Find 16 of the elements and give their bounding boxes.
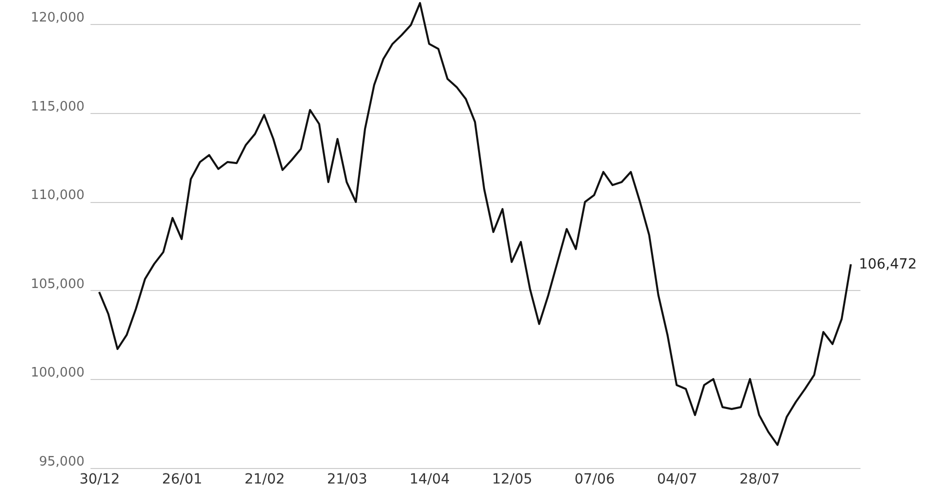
- x-tick-label: 07/06: [574, 472, 615, 488]
- x-tick-label: 30/12: [79, 472, 120, 488]
- y-tick-label: 115,000: [30, 99, 84, 114]
- y-tick-label: 95,000: [39, 454, 84, 470]
- x-tick-label: 04/07: [656, 472, 698, 488]
- data-label: 106,472: [858, 256, 917, 272]
- x-tick-label: 21/03: [326, 472, 368, 488]
- y-tick-label: 110,000: [30, 188, 84, 204]
- y-tick-label: 100,000: [30, 366, 84, 381]
- x-tick-label: 28/07: [739, 472, 780, 488]
- y-tick-label: 105,000: [30, 276, 84, 292]
- y-tick-label: 120,000: [30, 10, 84, 26]
- x-tick-label: 14/04: [409, 472, 450, 488]
- x-tick-label: 12/05: [492, 472, 532, 488]
- x-tick-label: 26/01: [162, 472, 202, 488]
- x-tick-label: 21/02: [244, 472, 285, 488]
